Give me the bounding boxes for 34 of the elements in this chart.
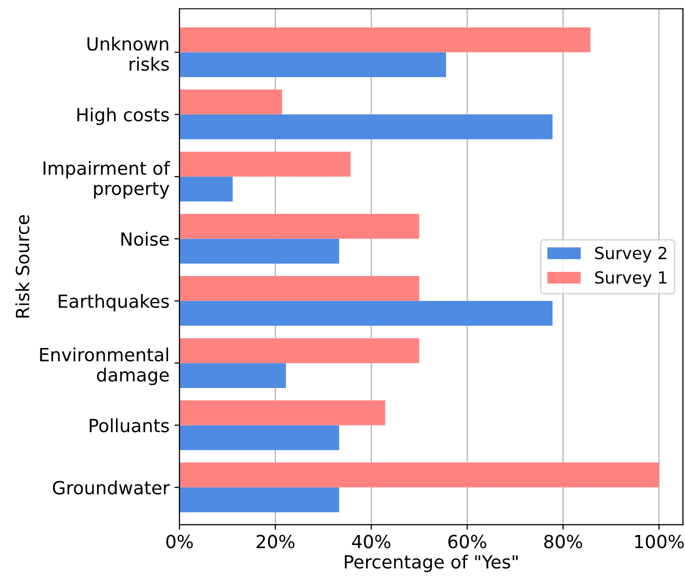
legend-label: Survey 2 — [595, 246, 666, 263]
y-tick-label: Groundwater — [52, 480, 170, 495]
x-tick-label: 0% — [166, 534, 193, 548]
bar — [179, 300, 553, 326]
x-tick-label: 40% — [352, 534, 390, 548]
bar — [179, 425, 340, 450]
x-axis-title: Percentage of "Yes" — [344, 554, 518, 572]
bar — [179, 363, 286, 388]
bar — [179, 338, 420, 364]
bar — [179, 487, 340, 512]
bar — [179, 276, 420, 301]
y-tick-label: Earthquakes — [58, 294, 169, 312]
y-tick-label: Impairment of property — [44, 160, 170, 199]
x-tick-label: 20% — [256, 534, 294, 548]
bar — [179, 114, 553, 140]
x-tick-label: 100% — [635, 534, 684, 548]
y-tick-label: High costs — [77, 108, 169, 126]
legend-label: Survey 1 — [595, 271, 666, 288]
bar — [179, 176, 233, 202]
bar — [179, 152, 351, 177]
bar — [179, 238, 340, 264]
bar — [179, 27, 590, 52]
bar — [179, 400, 386, 426]
y-tick-label: Unknown risks — [88, 36, 169, 71]
y-tick-label: Environmental damage — [40, 347, 169, 386]
x-tick-label: 80% — [544, 534, 582, 548]
bar — [179, 52, 446, 78]
x-tick-label: 60% — [448, 534, 486, 548]
bar — [179, 462, 659, 488]
y-tick-label: Noise — [121, 232, 169, 246]
y-axis-title: Risk Source — [15, 215, 30, 318]
y-tick-label: Polluants — [90, 418, 169, 432]
bar — [179, 214, 420, 239]
bar — [179, 90, 282, 114]
